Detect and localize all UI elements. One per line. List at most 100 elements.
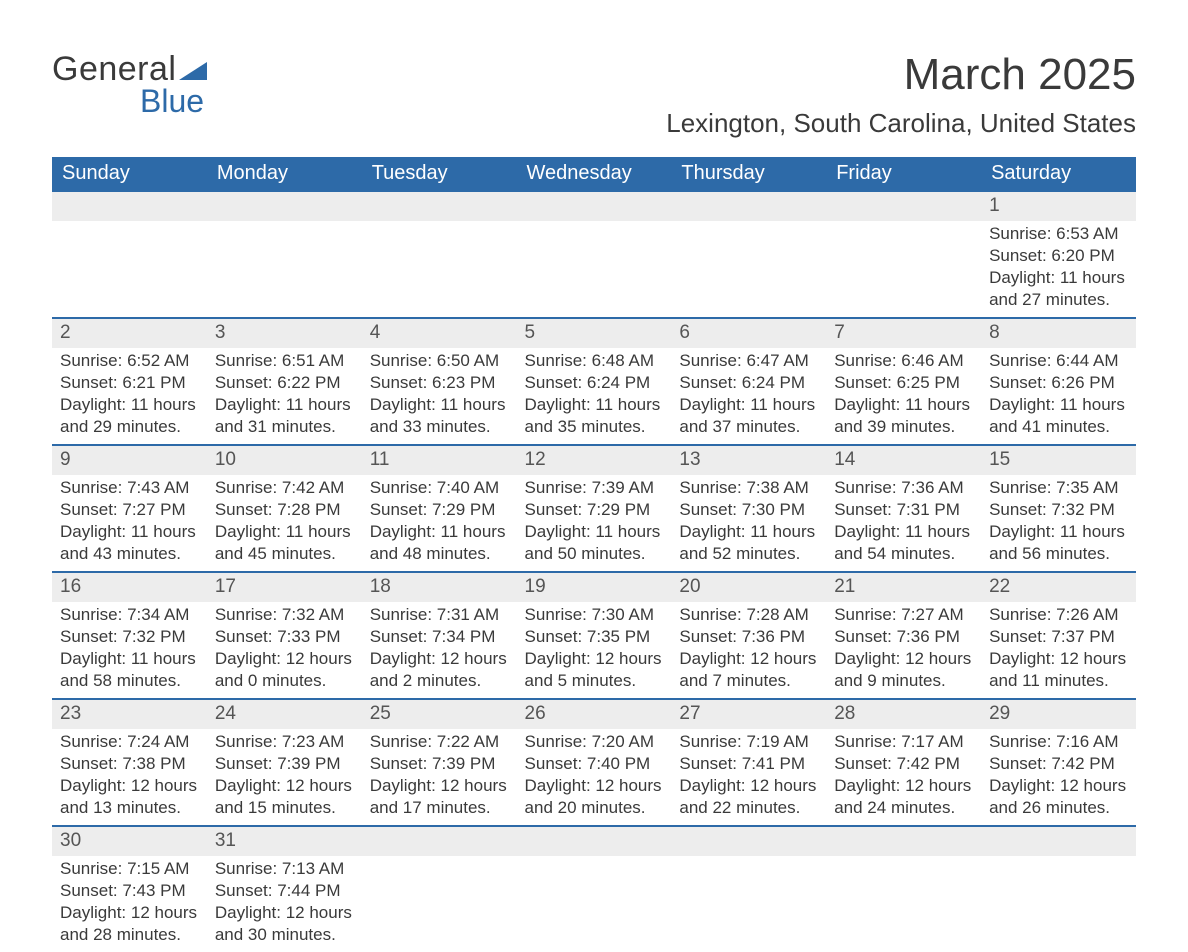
day-content-cell: Sunrise: 7:24 AMSunset: 7:38 PMDaylight:… [52, 729, 207, 826]
sun-info-line: Sunrise: 6:51 AM [215, 350, 354, 372]
sun-info-line: Sunset: 7:42 PM [989, 753, 1128, 775]
day-number-cell: 25 [362, 699, 517, 729]
day-number-cell: 10 [207, 445, 362, 475]
sun-info-line: Daylight: 12 hours and 24 minutes. [834, 775, 973, 819]
sun-info-line: Daylight: 11 hours and 31 minutes. [215, 394, 354, 438]
day-content-cell [671, 856, 826, 952]
sun-info-line: Daylight: 12 hours and 0 minutes. [215, 648, 354, 692]
day-number-row: 2345678 [52, 318, 1136, 348]
sun-info-line: Daylight: 11 hours and 48 minutes. [370, 521, 509, 565]
day-content-cell: Sunrise: 7:19 AMSunset: 7:41 PMDaylight:… [671, 729, 826, 826]
day-number-cell [981, 826, 1136, 856]
day-content-cell: Sunrise: 7:13 AMSunset: 7:44 PMDaylight:… [207, 856, 362, 952]
day-content-cell: Sunrise: 6:44 AMSunset: 6:26 PMDaylight:… [981, 348, 1136, 445]
day-content-cell [517, 856, 672, 952]
sun-info-line: Sunset: 7:42 PM [834, 753, 973, 775]
sun-info-line: Daylight: 11 hours and 54 minutes. [834, 521, 973, 565]
sun-info-line: Sunrise: 7:19 AM [679, 731, 818, 753]
day-number-cell: 13 [671, 445, 826, 475]
day-header: Tuesday [362, 157, 517, 191]
sun-info-line: Sunrise: 7:30 AM [525, 604, 664, 626]
day-number-cell: 4 [362, 318, 517, 348]
day-number-cell: 5 [517, 318, 672, 348]
day-number-row: 23242526272829 [52, 699, 1136, 729]
day-number-cell: 16 [52, 572, 207, 602]
sun-info-line: Daylight: 12 hours and 22 minutes. [679, 775, 818, 819]
day-of-week-header-row: SundayMondayTuesdayWednesdayThursdayFrid… [52, 157, 1136, 191]
day-content-cell: Sunrise: 6:52 AMSunset: 6:21 PMDaylight:… [52, 348, 207, 445]
day-number-cell: 22 [981, 572, 1136, 602]
logo: General Blue [52, 50, 207, 120]
sun-info-line: Sunrise: 7:39 AM [525, 477, 664, 499]
sun-info-line: Sunset: 7:44 PM [215, 880, 354, 902]
sun-info-line: Daylight: 11 hours and 45 minutes. [215, 521, 354, 565]
day-content-cell: Sunrise: 7:15 AMSunset: 7:43 PMDaylight:… [52, 856, 207, 952]
sun-info-line: Sunrise: 7:35 AM [989, 477, 1128, 499]
day-number-cell [362, 826, 517, 856]
day-content-row: Sunrise: 7:34 AMSunset: 7:32 PMDaylight:… [52, 602, 1136, 699]
sun-info-line: Sunset: 7:40 PM [525, 753, 664, 775]
day-content-row: Sunrise: 6:52 AMSunset: 6:21 PMDaylight:… [52, 348, 1136, 445]
sun-info-line: Sunset: 7:37 PM [989, 626, 1128, 648]
day-content-cell [362, 856, 517, 952]
sun-info-line: Sunrise: 7:34 AM [60, 604, 199, 626]
day-content-cell: Sunrise: 7:22 AMSunset: 7:39 PMDaylight:… [362, 729, 517, 826]
day-content-cell: Sunrise: 7:39 AMSunset: 7:29 PMDaylight:… [517, 475, 672, 572]
sun-info-line: Sunset: 6:20 PM [989, 245, 1128, 267]
day-content-cell [52, 221, 207, 318]
sun-info-line: Daylight: 12 hours and 15 minutes. [215, 775, 354, 819]
day-number-cell: 30 [52, 826, 207, 856]
day-content-row: Sunrise: 7:43 AMSunset: 7:27 PMDaylight:… [52, 475, 1136, 572]
sun-info-line: Sunrise: 7:32 AM [215, 604, 354, 626]
sun-info-line: Sunset: 7:29 PM [370, 499, 509, 521]
sun-info-line: Sunrise: 7:22 AM [370, 731, 509, 753]
sun-info-line: Sunrise: 7:16 AM [989, 731, 1128, 753]
sun-info-line: Daylight: 11 hours and 37 minutes. [679, 394, 818, 438]
sun-info-line: Daylight: 12 hours and 17 minutes. [370, 775, 509, 819]
day-number-cell: 20 [671, 572, 826, 602]
day-content-cell: Sunrise: 7:38 AMSunset: 7:30 PMDaylight:… [671, 475, 826, 572]
day-number-cell: 1 [981, 191, 1136, 221]
sun-info-line: Daylight: 11 hours and 56 minutes. [989, 521, 1128, 565]
sun-info-line: Daylight: 12 hours and 26 minutes. [989, 775, 1128, 819]
sun-info-line: Daylight: 12 hours and 28 minutes. [60, 902, 199, 946]
day-content-row: Sunrise: 6:53 AMSunset: 6:20 PMDaylight:… [52, 221, 1136, 318]
sun-info-line: Daylight: 12 hours and 11 minutes. [989, 648, 1128, 692]
day-number-cell: 21 [826, 572, 981, 602]
sun-info-line: Sunrise: 7:38 AM [679, 477, 818, 499]
day-content-cell [207, 221, 362, 318]
day-number-cell: 26 [517, 699, 672, 729]
sun-info-line: Sunset: 7:43 PM [60, 880, 199, 902]
day-content-cell: Sunrise: 7:16 AMSunset: 7:42 PMDaylight:… [981, 729, 1136, 826]
day-content-cell: Sunrise: 6:47 AMSunset: 6:24 PMDaylight:… [671, 348, 826, 445]
day-content-cell: Sunrise: 7:28 AMSunset: 7:36 PMDaylight:… [671, 602, 826, 699]
sun-info-line: Sunrise: 6:52 AM [60, 350, 199, 372]
day-content-row: Sunrise: 7:15 AMSunset: 7:43 PMDaylight:… [52, 856, 1136, 952]
day-number-cell [517, 191, 672, 221]
day-number-cell: 9 [52, 445, 207, 475]
sun-info-line: Sunset: 7:39 PM [370, 753, 509, 775]
day-number-cell: 29 [981, 699, 1136, 729]
sun-info-line: Daylight: 12 hours and 30 minutes. [215, 902, 354, 946]
day-number-cell [517, 826, 672, 856]
day-number-cell: 2 [52, 318, 207, 348]
day-number-cell: 6 [671, 318, 826, 348]
day-number-cell: 8 [981, 318, 1136, 348]
sun-info-line: Sunrise: 6:47 AM [679, 350, 818, 372]
sun-info-line: Sunset: 6:22 PM [215, 372, 354, 394]
day-content-cell [362, 221, 517, 318]
sun-info-line: Sunrise: 7:15 AM [60, 858, 199, 880]
sun-info-line: Sunset: 6:23 PM [370, 372, 509, 394]
sun-info-line: Sunrise: 7:23 AM [215, 731, 354, 753]
calendar-body: 1Sunrise: 6:53 AMSunset: 6:20 PMDaylight… [52, 191, 1136, 952]
sun-info-line: Sunrise: 7:42 AM [215, 477, 354, 499]
day-content-cell [826, 221, 981, 318]
sun-info-line: Daylight: 12 hours and 2 minutes. [370, 648, 509, 692]
sun-info-line: Sunrise: 7:20 AM [525, 731, 664, 753]
calendar-table: SundayMondayTuesdayWednesdayThursdayFrid… [52, 157, 1136, 952]
sun-info-line: Sunrise: 7:24 AM [60, 731, 199, 753]
day-number-cell [671, 191, 826, 221]
sun-info-line: Sunset: 6:24 PM [525, 372, 664, 394]
title-block: March 2025 Lexington, South Carolina, Un… [666, 50, 1136, 139]
day-content-cell: Sunrise: 7:20 AMSunset: 7:40 PMDaylight:… [517, 729, 672, 826]
